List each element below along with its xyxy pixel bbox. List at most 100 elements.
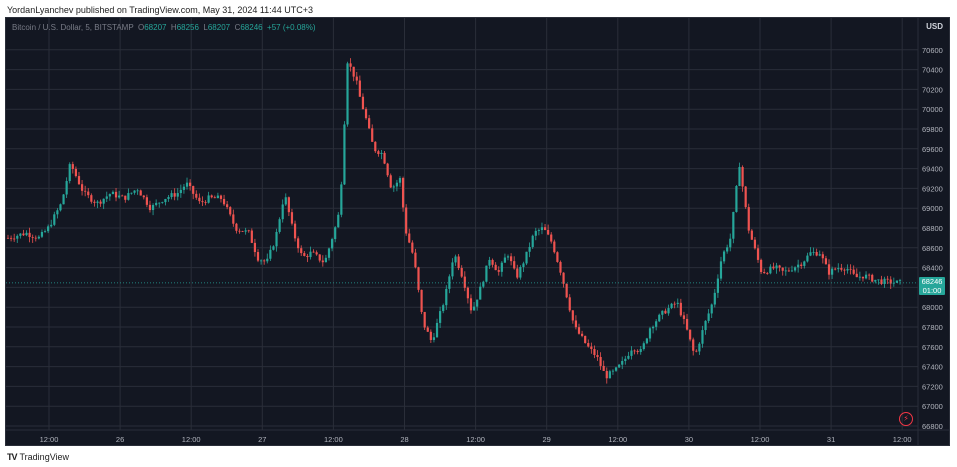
lightning-icon[interactable]: ⚡ — [899, 412, 913, 426]
candle-body — [25, 232, 28, 236]
candle-body — [667, 308, 670, 314]
candle-body — [815, 251, 818, 256]
candle-body — [102, 198, 105, 204]
currency-label[interactable]: USD — [926, 22, 943, 31]
x-tick-label: 12:00 — [751, 435, 770, 444]
candle-body — [238, 230, 241, 232]
candle-body — [824, 258, 828, 265]
candle-body — [358, 80, 361, 97]
candle-body — [167, 197, 170, 199]
candle-body — [494, 264, 497, 271]
candle-body — [750, 230, 753, 240]
candle-body — [889, 279, 892, 284]
y-tick-label: 68600 — [922, 244, 943, 253]
candle-body — [843, 269, 846, 271]
candle-body — [716, 278, 719, 293]
last-price-tag: 68246 01:00 — [919, 276, 945, 295]
candle-body — [343, 124, 346, 185]
candle-body — [577, 327, 581, 334]
candle-body — [472, 306, 476, 311]
candle-body — [324, 257, 328, 263]
candle-body — [62, 194, 65, 205]
candle-body — [185, 182, 189, 187]
candle-body — [451, 262, 454, 277]
candle-body — [278, 219, 281, 232]
high-label: H — [170, 23, 177, 32]
candle-body — [636, 350, 639, 352]
candle-body — [380, 152, 383, 155]
candle-body — [664, 310, 667, 314]
candle-body — [587, 343, 590, 347]
x-tick-label: 12:00 — [893, 435, 912, 444]
candle-body — [775, 265, 778, 269]
candle-body — [874, 279, 877, 282]
candle-body — [651, 326, 655, 329]
candle-body — [830, 268, 834, 275]
candle-body — [334, 227, 337, 240]
candle-body — [602, 365, 605, 371]
tradingview-branding[interactable]: TV TradingView — [7, 451, 69, 463]
candle-body — [13, 238, 16, 240]
candle-body — [704, 320, 707, 331]
candle-body — [744, 186, 747, 208]
candle-body — [513, 261, 516, 269]
candle-body — [392, 186, 395, 188]
candle-body — [747, 207, 750, 231]
candle-body — [90, 195, 93, 202]
candle-body — [645, 338, 649, 344]
candle-body — [74, 168, 78, 177]
candle-body — [624, 358, 627, 362]
candle-body — [179, 189, 182, 194]
candle-body — [756, 248, 760, 260]
candle-body — [352, 66, 355, 77]
candle-body — [80, 184, 84, 191]
candle-body — [170, 193, 173, 198]
x-tick-label: 12:00 — [182, 435, 201, 444]
chart-frame[interactable]: 6680067000672006740067600678006800068200… — [5, 17, 950, 446]
candle-body — [377, 151, 380, 155]
x-tick-label: 27 — [258, 435, 266, 444]
legend-open: 68207 — [144, 23, 167, 32]
candle-body — [297, 238, 300, 249]
candle-body — [201, 201, 204, 203]
candle-body — [281, 204, 284, 220]
candle-body — [290, 212, 294, 224]
candle-body — [293, 223, 297, 239]
candle-body — [803, 261, 806, 266]
candle-body — [565, 283, 568, 298]
candle-body — [676, 302, 679, 304]
candle-body — [722, 251, 726, 262]
candle-body — [439, 311, 442, 323]
candle-body — [719, 261, 723, 279]
candle-body — [442, 305, 445, 312]
candle-body — [648, 328, 652, 339]
y-tick-label: 67800 — [922, 323, 943, 332]
candle-body — [618, 364, 621, 368]
candle-body — [540, 227, 544, 231]
candle-body — [189, 182, 192, 187]
candle-body — [50, 224, 53, 227]
candle-body — [145, 197, 148, 205]
candle-body — [580, 333, 584, 336]
candle-body — [124, 195, 127, 200]
candle-body — [250, 230, 253, 243]
candle-body — [47, 226, 50, 232]
candle-body — [401, 178, 405, 208]
candle-body — [213, 197, 216, 199]
candle-body — [272, 246, 275, 250]
candle-body — [864, 274, 868, 279]
x-tick-label: 12:00 — [608, 435, 627, 444]
candle-body — [229, 207, 232, 215]
candle-body — [772, 266, 775, 269]
x-tick-label: 29 — [543, 435, 551, 444]
candle-body — [309, 251, 312, 258]
legend-low: 68207 — [207, 23, 231, 32]
candle-body — [763, 272, 766, 274]
candle-body — [148, 204, 152, 211]
candle-body — [275, 231, 278, 247]
tradingview-logo-icon: TV — [7, 452, 17, 462]
price-chart[interactable]: 6680067000672006740067600678006800068200… — [6, 18, 949, 445]
candle-body — [386, 163, 389, 176]
candle-body — [695, 350, 698, 352]
candle-body — [476, 299, 479, 307]
